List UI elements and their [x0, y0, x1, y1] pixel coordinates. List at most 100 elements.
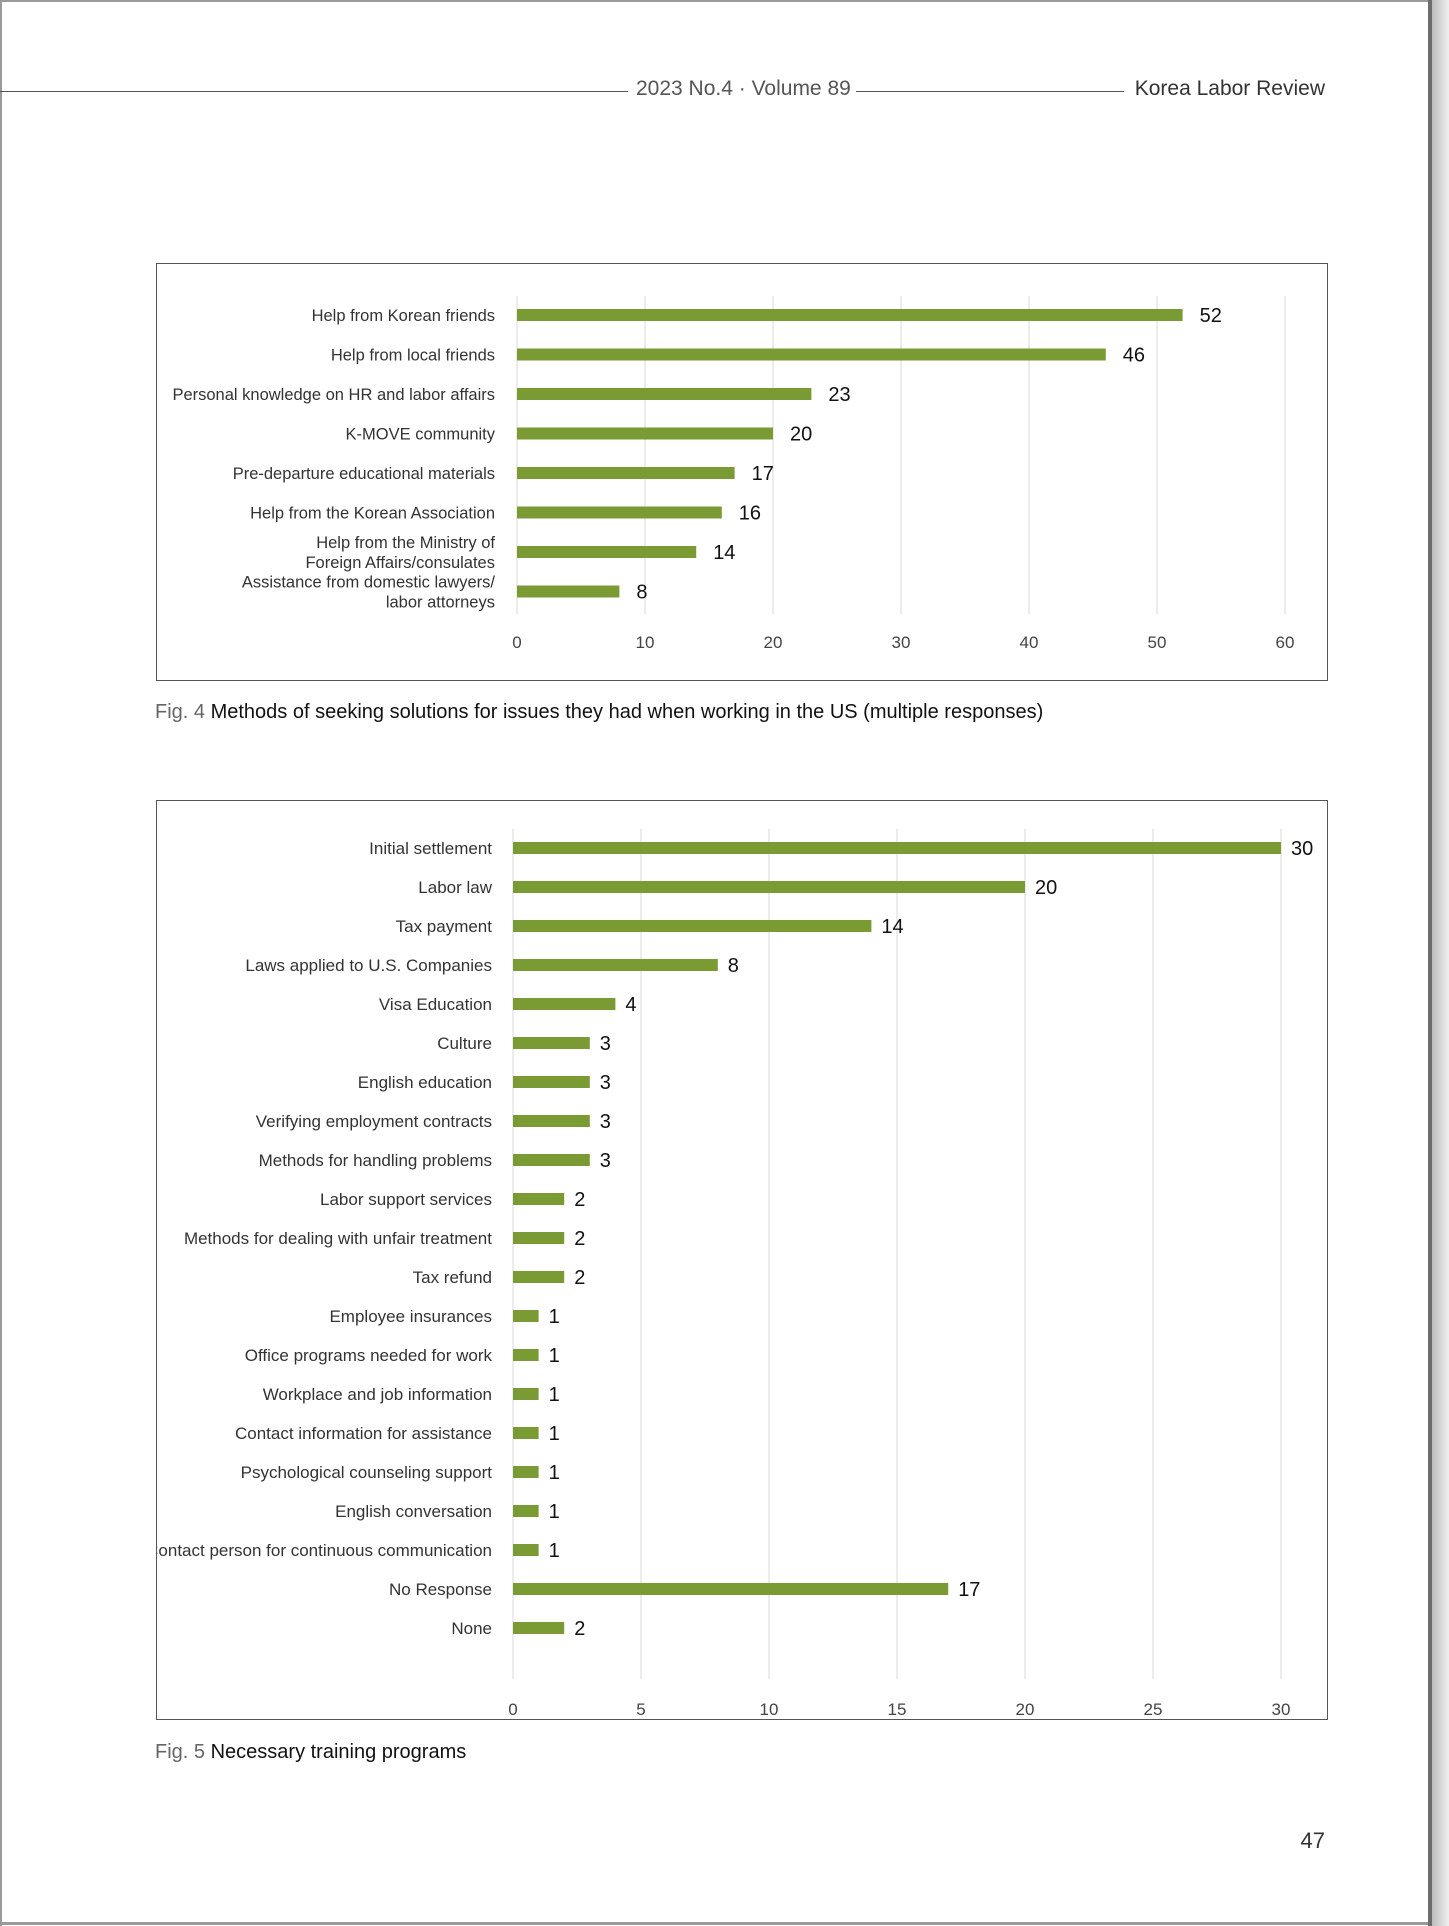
value-label: 2 [574, 1618, 585, 1640]
value-label: 3 [600, 1111, 611, 1133]
value-label: 1 [549, 1306, 560, 1328]
bar [513, 1193, 565, 1205]
category-label: Tax refund [413, 1268, 492, 1287]
category-label: Methods for handling problems [259, 1151, 492, 1170]
value-label: 46 [1123, 345, 1145, 367]
value-label: 2 [574, 1228, 585, 1250]
value-label: 16 [739, 503, 761, 525]
bar [517, 585, 620, 598]
value-label: 8 [636, 582, 647, 604]
bar [513, 1427, 539, 1439]
bar [513, 920, 872, 932]
x-tick-label: 20 [1016, 1700, 1035, 1719]
figure-4-number: Fig. 4 [155, 701, 206, 723]
value-label: 20 [1035, 877, 1057, 899]
value-label: 14 [881, 916, 903, 938]
bar [513, 1115, 590, 1127]
value-label: 1 [549, 1501, 560, 1523]
category-label: Laws applied to U.S. Companies [245, 956, 492, 975]
header-issue: 2023 No.4 · Volume 89 [636, 77, 851, 100]
header-rule-right [856, 91, 1124, 92]
value-label: 2 [574, 1189, 585, 1211]
value-label: 4 [625, 994, 636, 1016]
bar [513, 842, 1281, 854]
x-tick-label: 50 [1148, 633, 1167, 652]
value-label: 1 [549, 1462, 560, 1484]
page-shadow [1432, 0, 1449, 1926]
bar [513, 1583, 949, 1595]
value-label: 8 [728, 955, 739, 977]
figure-4-caption: Fig. 4 Methods of seeking solutions for … [155, 701, 1043, 724]
value-label: 23 [828, 384, 850, 406]
category-label: Help from local friends [331, 346, 495, 364]
x-tick-label: 30 [1272, 1700, 1291, 1719]
figure-5-chart: Initial settlement 30 Labor law 20 Tax payme… [156, 800, 1328, 1720]
page-border-left [0, 0, 2, 1926]
bar [513, 1622, 565, 1634]
figure-4-chart-svg: Help from Korean friends 52 Help from loca… [172, 296, 1295, 652]
bar [513, 1154, 590, 1166]
bar [513, 1349, 539, 1361]
category-label: Culture [437, 1034, 492, 1053]
value-label: 1 [549, 1384, 560, 1406]
value-label: 14 [713, 542, 735, 564]
bar [517, 546, 697, 558]
bar [513, 1505, 539, 1517]
category-label: Verifying employment contracts [256, 1112, 492, 1131]
bar [517, 388, 812, 400]
value-label: 1 [549, 1540, 560, 1562]
category-label: Psychological counseling support [241, 1463, 493, 1482]
bar [513, 1076, 590, 1088]
bar [517, 427, 773, 440]
figure-4-caption-text: Methods of seeking solutions for issues … [210, 701, 1044, 723]
category-label: K-MOVE community [346, 425, 496, 443]
figure-5-caption-text: Necessary training programs [210, 1741, 467, 1763]
bar [513, 1271, 565, 1283]
figure-5-number: Fig. 5 [155, 1741, 206, 1763]
category-label: Office programs needed for work [245, 1346, 493, 1365]
category-label: Contact person for continuous communicat… [157, 1541, 492, 1560]
x-tick-label: 60 [1276, 633, 1295, 652]
value-label: 17 [752, 463, 774, 485]
value-label: 52 [1200, 305, 1222, 327]
value-label: 1 [549, 1345, 560, 1367]
x-tick-label: 40 [1020, 633, 1039, 652]
bar [517, 467, 735, 479]
value-label: 1 [549, 1423, 560, 1445]
x-tick-label: 10 [636, 633, 655, 652]
category-label: Assistance from domestic lawyers/labor a… [242, 573, 495, 611]
bar [513, 1310, 539, 1322]
bar [513, 1232, 565, 1244]
bar [513, 959, 718, 971]
category-label: Contact information for assistance [235, 1424, 492, 1443]
bar [517, 309, 1183, 321]
category-label: Visa Education [379, 995, 492, 1014]
category-label: Help from the Ministry of Foreign Affairs… [305, 534, 495, 572]
category-label: English conversation [335, 1502, 492, 1521]
header-rule-left [0, 91, 628, 92]
x-tick-label: 5 [636, 1700, 645, 1719]
category-label: No Response [389, 1580, 492, 1599]
category-label: Labor support services [320, 1190, 492, 1209]
x-tick-label: 30 [892, 633, 911, 652]
header-journal-title: Korea Labor Review [1134, 77, 1325, 100]
category-label: Employee insurances [329, 1307, 492, 1326]
page-border-bottom [0, 1922, 1430, 1925]
value-label: 3 [600, 1150, 611, 1172]
value-label: 2 [574, 1267, 585, 1289]
x-tick-label: 20 [764, 633, 783, 652]
x-tick-label: 0 [508, 1700, 517, 1719]
figure-5-caption: Fig. 5 Necessary training programs [155, 1741, 466, 1764]
category-label: Methods for dealing with unfair treatmen… [184, 1229, 492, 1248]
x-tick-label: 10 [760, 1700, 779, 1719]
category-label: Help from the Korean Association [250, 504, 495, 522]
value-label: 20 [790, 424, 812, 446]
bar [517, 506, 722, 519]
category-label: Labor law [418, 878, 492, 897]
page-border-right [1428, 0, 1432, 1926]
bar [513, 881, 1025, 893]
category-label: Pre-departure educational materials [233, 465, 495, 483]
value-label: 17 [958, 1579, 980, 1601]
category-label: Workplace and job information [263, 1385, 492, 1404]
